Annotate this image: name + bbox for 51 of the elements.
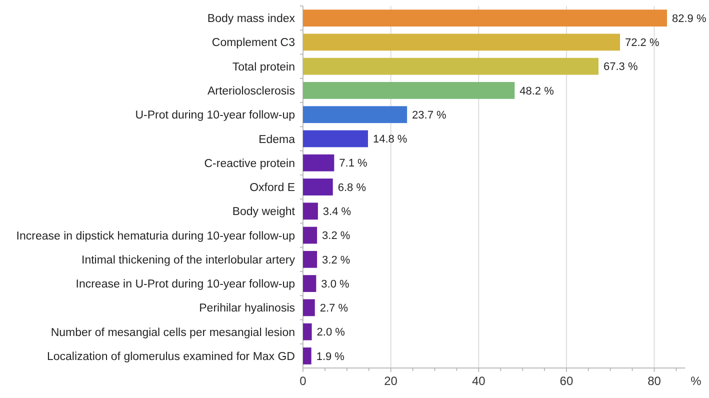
y-tick-label: Increase in U-Prot during 10-year follow-up bbox=[76, 278, 295, 291]
bar bbox=[303, 323, 312, 340]
data-label: 48.2 % bbox=[520, 85, 554, 98]
data-label: 14.8 % bbox=[372, 134, 408, 146]
bar bbox=[303, 178, 333, 196]
data-label: 6.8 % bbox=[338, 182, 366, 194]
y-tick-label: Oxford E bbox=[250, 182, 296, 194]
data-label: 3.4 % bbox=[322, 206, 352, 218]
y-tick-label: Total protein bbox=[232, 61, 295, 74]
bar bbox=[303, 130, 368, 148]
x-tick-label: 80 bbox=[648, 374, 662, 388]
x-tick-label: 40 bbox=[472, 374, 486, 388]
data-label: 72.2 % bbox=[625, 37, 660, 50]
bar bbox=[303, 154, 334, 172]
y-tick-label: U-Prot during 10-year follow-up bbox=[135, 110, 295, 122]
y-tick-label: Complement C3 bbox=[212, 37, 295, 50]
data-label: 7.1 % bbox=[339, 158, 368, 170]
y-tick-label: Edema bbox=[258, 134, 296, 146]
y-tick-label: Perihilar hyalinosis bbox=[199, 302, 296, 315]
bar bbox=[303, 275, 316, 292]
bar bbox=[303, 299, 315, 316]
data-label: 3.2 % bbox=[322, 254, 350, 266]
y-tick-label: Number of mesangial cells per mesangial lesion bbox=[50, 326, 295, 339]
data-label: 82.9 % bbox=[672, 12, 706, 25]
bar bbox=[303, 347, 312, 364]
x-tick-label: 0 bbox=[300, 374, 307, 388]
y-tick-label: Body mass index bbox=[207, 13, 296, 26]
y-tick-label: Increase in dipstick hematuria during 10-year follow-up bbox=[16, 230, 295, 242]
bar bbox=[303, 106, 408, 124]
y-tick-label: Intimal thickening of the interlobular artery bbox=[82, 254, 296, 266]
data-label: 23.7 % bbox=[412, 109, 447, 122]
bar bbox=[303, 10, 667, 27]
x-axis-title: % bbox=[690, 374, 702, 388]
bar bbox=[303, 34, 620, 51]
y-tick-label: Localization of glomerulus examined for Max GD bbox=[46, 350, 295, 363]
x-tick-label: 20 bbox=[384, 374, 398, 388]
y-tick-label: Arteriolosclerosis bbox=[207, 85, 296, 98]
bar bbox=[303, 250, 318, 268]
bar bbox=[303, 82, 515, 99]
y-tick-label: Body weight bbox=[232, 206, 296, 218]
bar bbox=[303, 202, 318, 220]
data-label: 2.7 % bbox=[320, 302, 348, 315]
data-label: 3.2 % bbox=[322, 230, 350, 242]
bar bbox=[303, 226, 318, 244]
y-tick-label: C-reactive protein bbox=[204, 158, 295, 170]
x-tick-label: 60 bbox=[560, 374, 574, 388]
data-label: 67.3 % bbox=[604, 61, 638, 74]
data-label: 2.0 % bbox=[316, 326, 346, 339]
bar bbox=[303, 58, 598, 75]
data-label: 3.0 % bbox=[321, 278, 350, 290]
data-label: 1.9 % bbox=[316, 350, 345, 363]
